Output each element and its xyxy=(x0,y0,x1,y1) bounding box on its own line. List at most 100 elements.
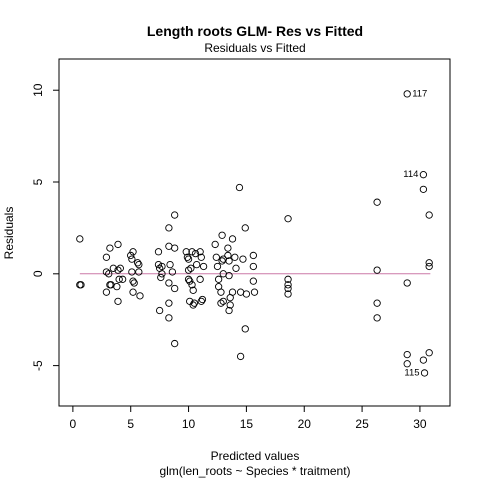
data-point xyxy=(236,352,245,361)
data-point xyxy=(76,235,84,243)
data-point xyxy=(102,268,111,276)
data-point xyxy=(127,251,135,260)
data-point xyxy=(217,288,225,296)
data-point xyxy=(102,253,111,261)
data-point xyxy=(109,264,118,272)
data-point xyxy=(419,356,428,364)
data-point xyxy=(198,295,207,304)
data-point xyxy=(373,299,381,307)
data-point xyxy=(193,260,201,269)
data-point xyxy=(106,244,114,252)
data-point xyxy=(184,255,193,263)
data-point xyxy=(226,301,234,309)
data-point xyxy=(196,248,204,256)
data-point xyxy=(249,277,257,285)
data-point xyxy=(284,275,292,283)
data-point xyxy=(118,275,127,283)
data-point xyxy=(166,260,174,269)
data-point xyxy=(171,211,179,219)
point-annotation: 115 xyxy=(404,367,419,378)
data-point xyxy=(129,248,137,256)
y-axis-label: Residuals xyxy=(2,207,16,260)
point-annotation: 114 xyxy=(403,169,418,180)
x-tick-label: 15 xyxy=(240,417,254,431)
data-point xyxy=(189,301,197,309)
data-point xyxy=(214,275,223,283)
data-point xyxy=(373,198,381,206)
data-point xyxy=(165,299,173,307)
x-tick-label: 20 xyxy=(298,417,312,431)
data-point xyxy=(211,240,219,249)
data-point xyxy=(212,253,220,261)
data-point xyxy=(284,290,292,298)
data-point xyxy=(165,314,173,322)
data-point xyxy=(218,231,226,239)
data-point xyxy=(190,299,198,307)
data-point xyxy=(188,281,196,289)
data-point xyxy=(425,211,433,219)
plot-frame xyxy=(58,58,451,407)
x-tick-label: 25 xyxy=(355,417,369,431)
chart-subtitle: Residuals vs Fitted xyxy=(204,41,305,55)
data-point xyxy=(157,273,165,282)
data-point xyxy=(403,360,411,368)
data-point xyxy=(158,270,166,278)
data-point xyxy=(239,255,247,263)
data-point xyxy=(155,306,164,315)
data-point xyxy=(197,253,205,261)
data-point xyxy=(135,268,143,276)
data-point xyxy=(217,299,225,307)
data-point xyxy=(171,284,179,293)
data-point xyxy=(420,369,429,377)
data-point xyxy=(191,249,200,258)
data-point xyxy=(114,240,122,249)
data-point xyxy=(186,277,194,285)
data-point xyxy=(136,292,144,300)
chart-title: Length roots GLM- Res vs Fitted xyxy=(147,23,363,39)
data-point xyxy=(425,259,433,267)
data-point xyxy=(235,183,244,192)
data-point xyxy=(249,251,257,260)
data-point xyxy=(134,259,142,267)
data-point xyxy=(249,262,257,271)
y-tick-label: -5 xyxy=(31,360,45,371)
y-tick-label: 0 xyxy=(31,270,45,277)
data-point xyxy=(183,253,192,261)
data-point xyxy=(130,279,138,287)
data-point xyxy=(241,224,249,232)
data-point xyxy=(403,350,411,359)
data-point xyxy=(225,257,233,265)
x-tick-label: 5 xyxy=(127,417,134,431)
data-point xyxy=(425,349,433,357)
data-point xyxy=(188,248,196,256)
data-point xyxy=(158,262,166,271)
data-point xyxy=(77,281,85,289)
data-point xyxy=(241,325,249,333)
data-point xyxy=(129,277,137,285)
data-point xyxy=(184,275,193,283)
data-point xyxy=(154,248,163,256)
data-point xyxy=(218,257,226,265)
data-point xyxy=(284,284,292,293)
x-axis-label: Predicted values xyxy=(211,449,300,463)
data-point xyxy=(213,262,222,271)
data-point xyxy=(228,288,237,296)
data-point xyxy=(284,281,292,289)
data-point xyxy=(114,297,122,305)
data-point xyxy=(231,253,239,261)
data-point xyxy=(419,185,428,194)
y-tick-label: 5 xyxy=(31,178,45,185)
x-axis-sublabel: glm(len_roots ~ Species * traitment) xyxy=(159,464,350,478)
data-point xyxy=(284,215,292,223)
data-point xyxy=(165,279,173,287)
y-axis: -5 0 5 10 xyxy=(31,83,60,371)
data-point xyxy=(114,266,122,274)
data-point xyxy=(224,244,232,252)
data-point xyxy=(128,268,136,276)
data-point xyxy=(242,290,251,298)
data-point xyxy=(228,235,237,243)
x-axis: 0 5 10 15 20 25 30 xyxy=(70,405,427,431)
data-point xyxy=(403,90,411,98)
data-point xyxy=(165,224,173,232)
